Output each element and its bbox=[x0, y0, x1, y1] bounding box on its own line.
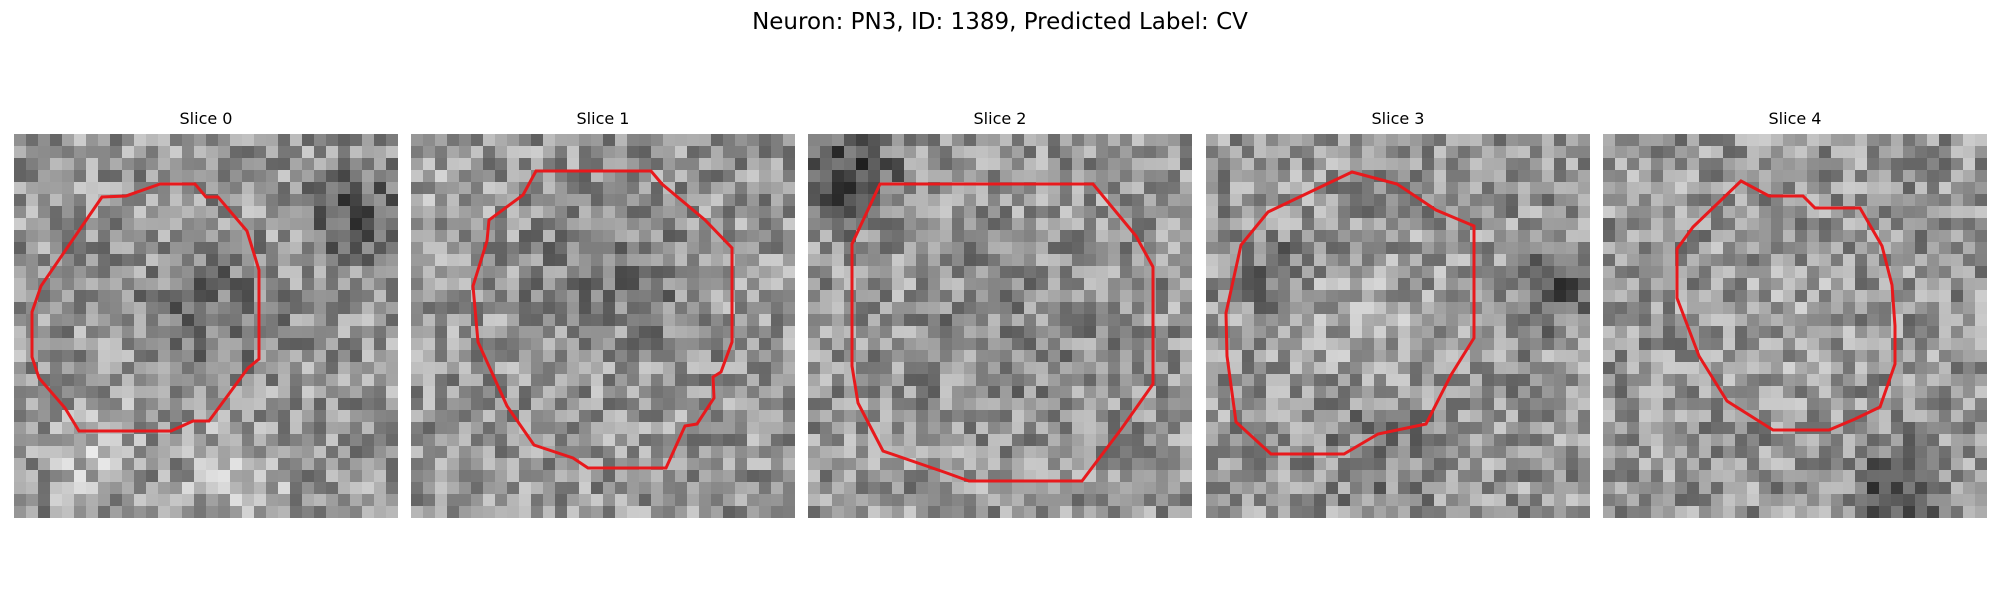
figure-title: Neuron: PN3, ID: 1389, Predicted Label: … bbox=[752, 9, 1248, 35]
slice-4-title: Slice 4 bbox=[1768, 109, 1822, 128]
slice-4-contour bbox=[1675, 179, 1897, 432]
slice-1-image bbox=[411, 134, 795, 518]
slice-0-title: Slice 0 bbox=[179, 109, 233, 128]
slice-2-title: Slice 2 bbox=[973, 109, 1027, 128]
slice-3-pixels bbox=[1206, 134, 1590, 518]
slice-3-image bbox=[1206, 134, 1590, 518]
slice-2-contour bbox=[850, 182, 1155, 483]
slice-3-title: Slice 3 bbox=[1371, 109, 1425, 128]
slice-1-title: Slice 1 bbox=[576, 109, 630, 128]
slice-0-pixels bbox=[14, 134, 398, 518]
slice-4-image bbox=[1603, 134, 1987, 518]
slice-0-contour bbox=[30, 182, 261, 433]
slice-2-image bbox=[808, 134, 1192, 518]
slice-3-contour bbox=[1224, 170, 1476, 456]
slice-1-pixels bbox=[411, 134, 795, 518]
slice-0-image bbox=[14, 134, 398, 518]
slice-4-pixels bbox=[1603, 134, 1987, 518]
slice-2-pixels bbox=[808, 134, 1192, 518]
slice-1-contour bbox=[471, 169, 734, 470]
